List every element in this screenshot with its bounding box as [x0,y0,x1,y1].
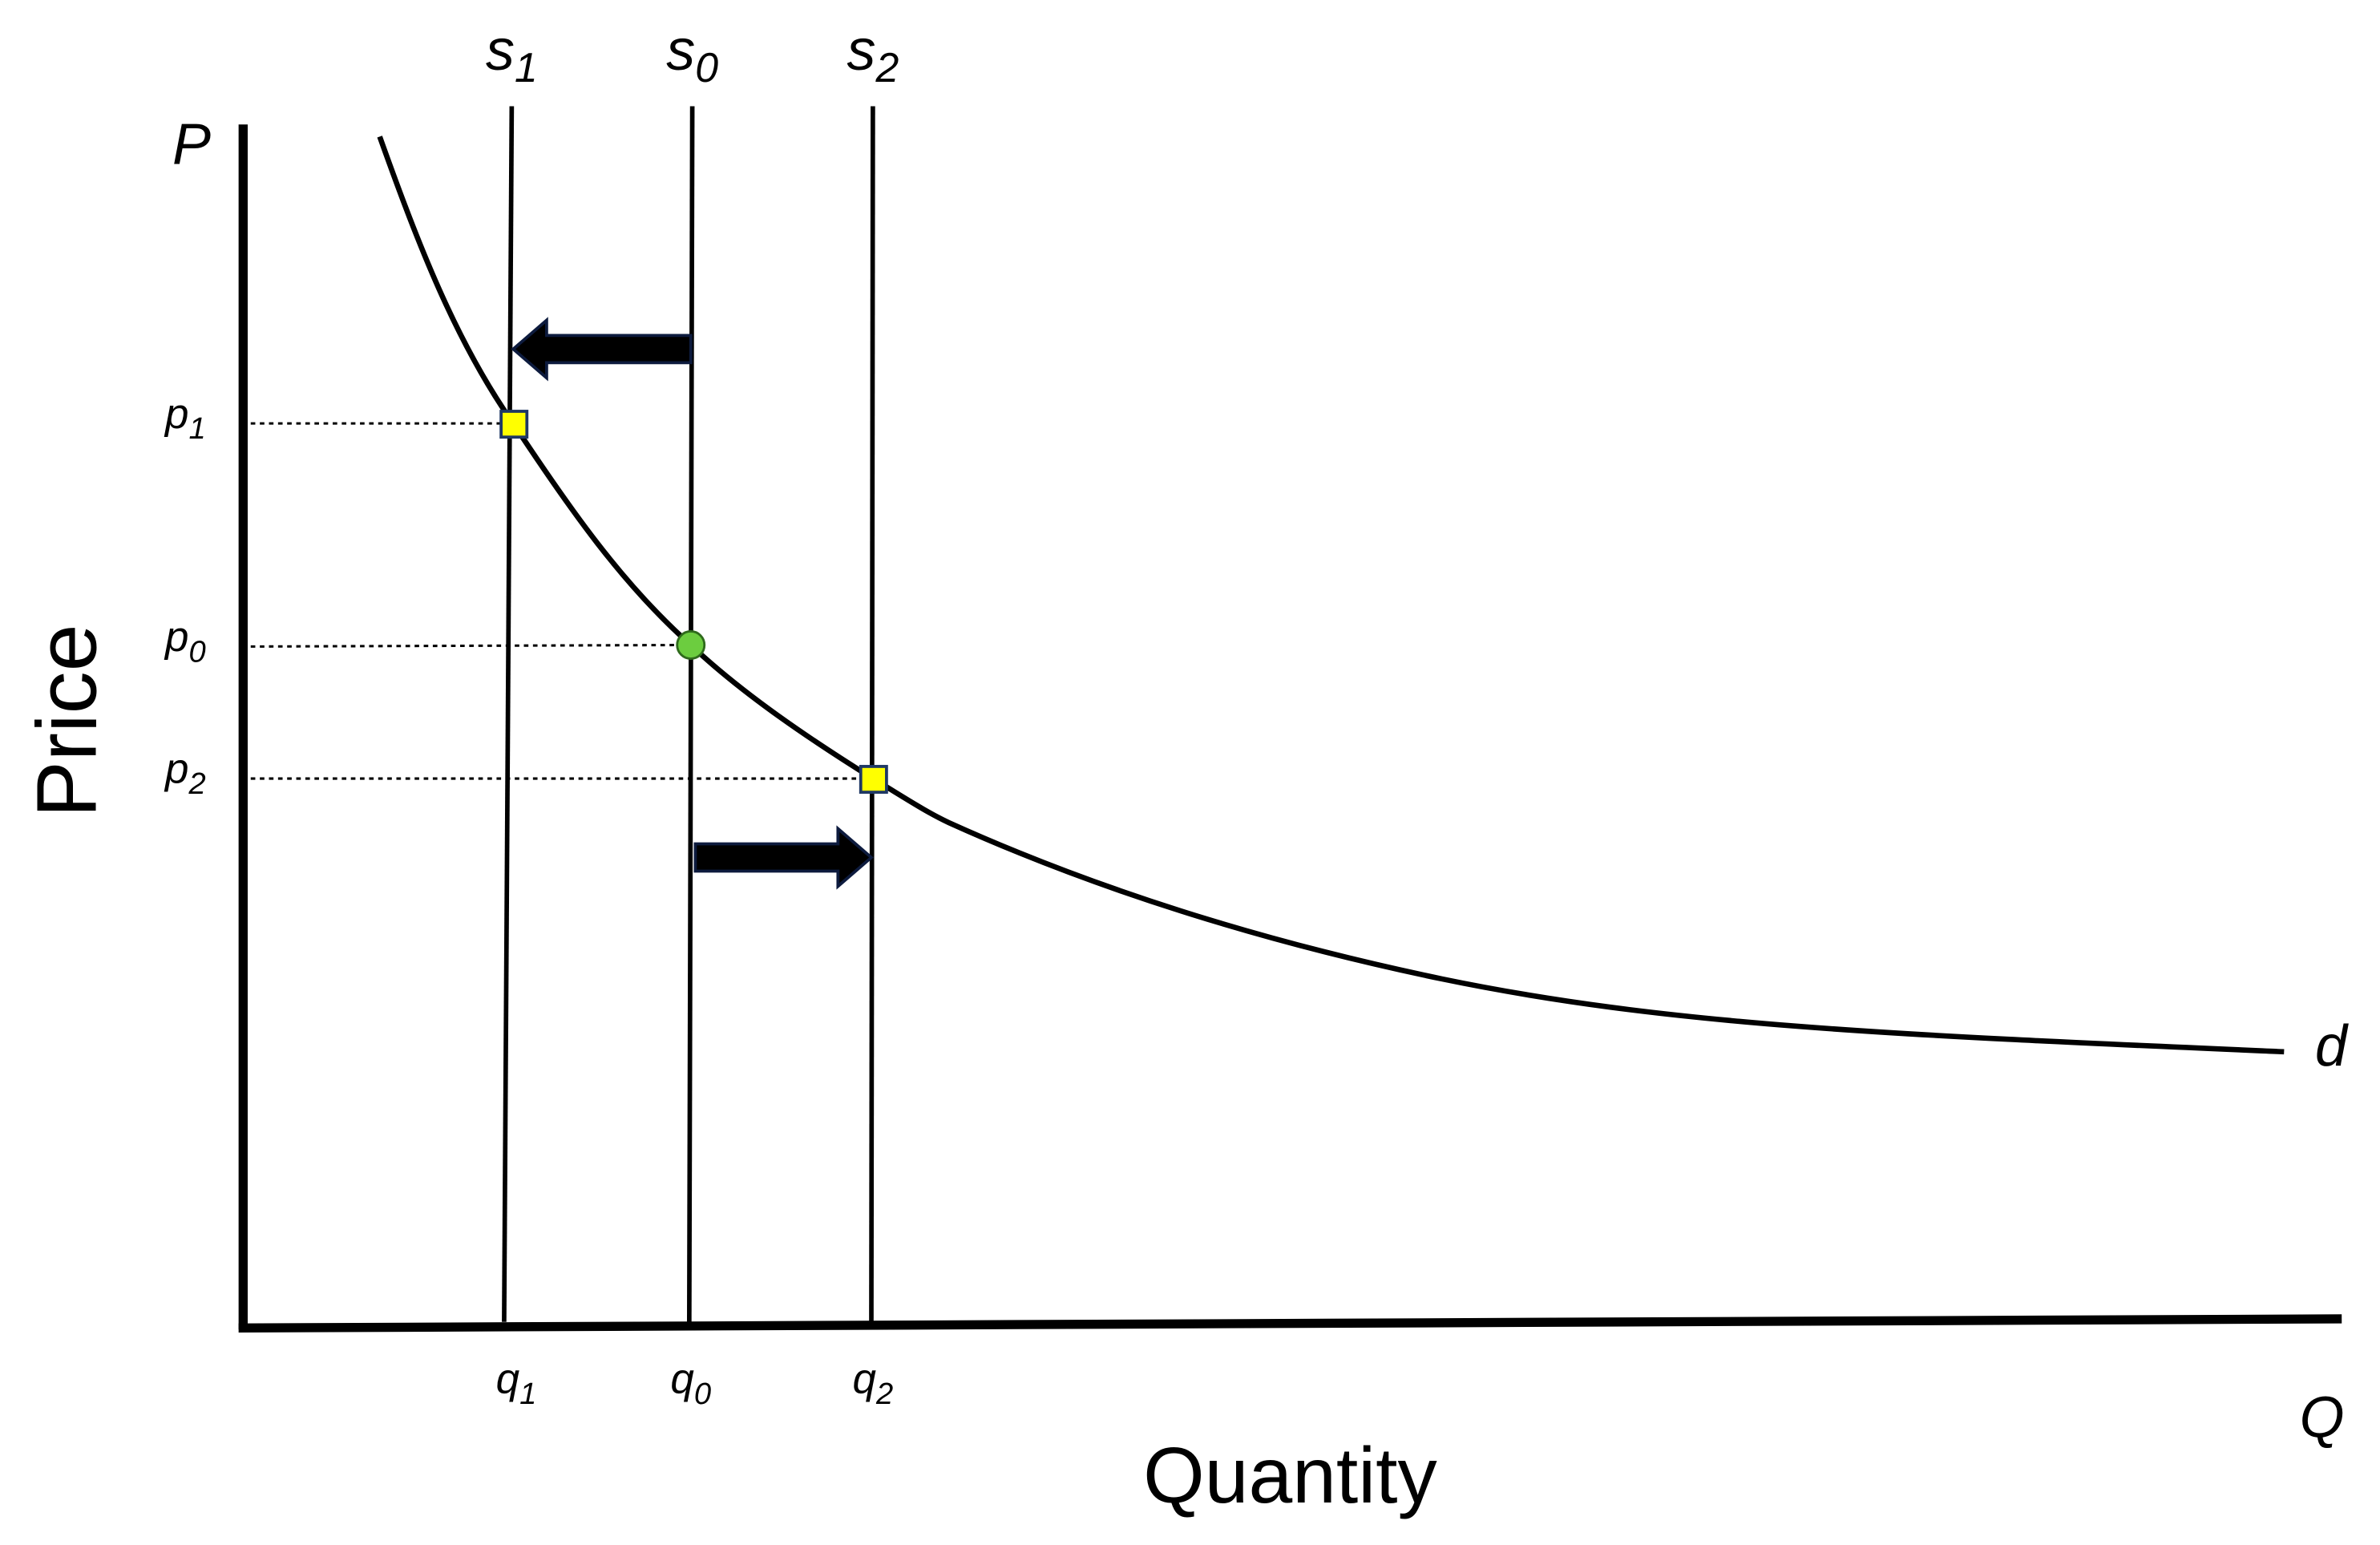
label-base: s [847,18,875,83]
price-label: p2 [164,746,206,801]
guides [250,422,866,780]
point-p0 [676,630,706,660]
shift-arrow-left [511,317,693,382]
quantity-label: q2 [853,1356,894,1411]
label-base: p [164,613,188,661]
label-sub: 2 [188,766,206,801]
supply-lines [502,106,875,1322]
demand-curve [377,135,2285,1055]
point-p1 [499,410,529,439]
supply-s2 [869,106,875,1322]
quantity-label: q1 [496,1356,537,1411]
label-base: s [666,18,695,83]
price-label: p1 [164,390,206,446]
label-base: q [496,1356,520,1403]
x-axis-title: Quantity [1143,1431,1437,1519]
supply-s1 [502,106,515,1322]
x-axis [238,1314,2342,1333]
label-sub: 0 [694,1377,711,1411]
x-axis-end: Q [2300,1386,2345,1450]
label-sub: 1 [519,1377,536,1411]
label-sub: 0 [695,44,718,91]
supply-label: s2 [847,18,899,91]
point-p2 [859,765,888,795]
label-base: s [486,18,515,83]
label-sub: 2 [875,44,899,91]
shift-arrow-right [693,825,874,890]
demand-label: d [2315,1014,2349,1078]
label-sub: 1 [189,411,206,446]
quantity-label: q0 [670,1356,711,1411]
guide-p0 [250,643,687,648]
label-base: p [164,390,188,438]
supply-s0 [686,106,695,1322]
label-sub: 1 [515,44,538,91]
price-label: p0 [164,613,206,669]
label-sub: 0 [189,634,206,669]
supply-label: s1 [486,18,538,91]
supply-label: s0 [666,18,718,91]
label-base: p [164,746,188,793]
label-base: q [853,1356,877,1403]
label-base: q [670,1356,694,1403]
y-axis-title: Price [20,624,115,818]
y-axis-end: P [172,112,211,176]
label-sub: 2 [875,1377,893,1411]
